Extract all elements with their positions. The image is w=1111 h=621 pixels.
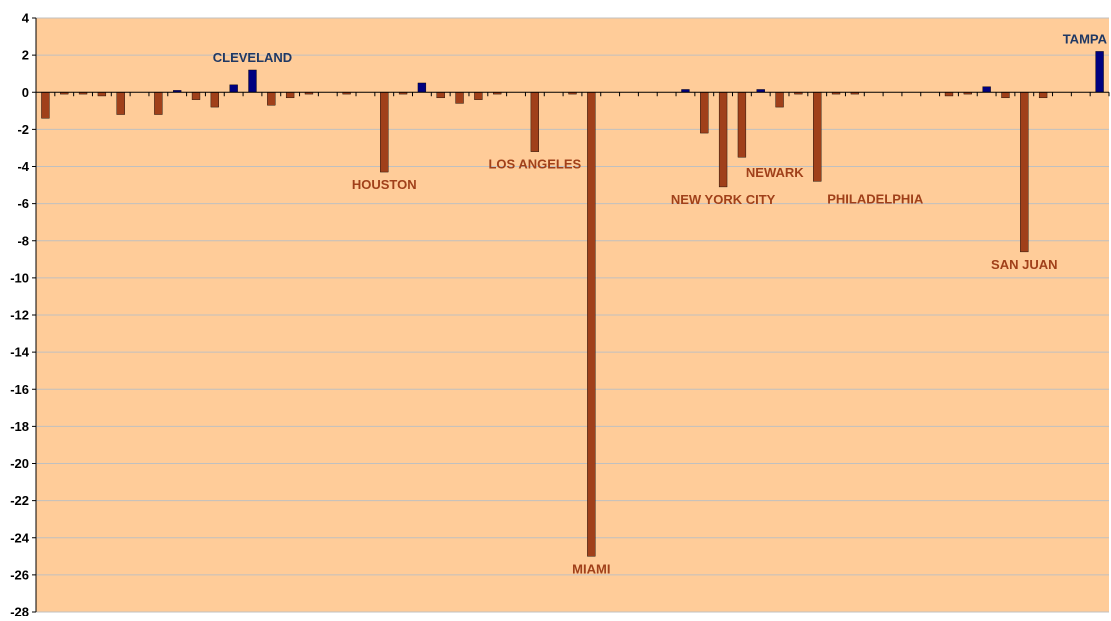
bar [700, 92, 709, 134]
y-tick-label: -26 [10, 567, 29, 582]
bar [436, 92, 445, 99]
bar [97, 92, 107, 97]
annotation-label: MIAMI [572, 561, 610, 576]
bar [737, 92, 747, 158]
y-tick-label: 0 [22, 85, 29, 100]
bar [1001, 92, 1010, 99]
bar [285, 92, 295, 99]
bar [267, 92, 276, 106]
y-tick-label: -10 [10, 270, 29, 285]
y-tick-label: -6 [17, 196, 29, 211]
bar [982, 86, 991, 93]
bar [210, 92, 219, 108]
annotation-label: CLEVELAND [213, 50, 292, 65]
bar [116, 92, 125, 115]
annotation-label: PHILADELPHIA [827, 191, 924, 206]
bar [154, 92, 163, 115]
bar [455, 92, 464, 104]
y-tick-label: -16 [10, 382, 29, 397]
annotation-label: SAN JUAN [991, 257, 1057, 272]
bar [380, 92, 389, 173]
y-tick-label: -12 [10, 308, 29, 323]
bar [41, 92, 50, 119]
bar [1038, 92, 1048, 99]
bar [587, 92, 596, 557]
annotation-label: LOS ANGELES [488, 157, 581, 172]
y-tick-label: -24 [10, 530, 30, 545]
bar [1020, 92, 1029, 253]
bar [417, 82, 427, 93]
bar [191, 92, 201, 100]
y-tick-label: -18 [10, 419, 29, 434]
y-tick-label: -20 [10, 456, 29, 471]
y-tick-label: -14 [10, 345, 30, 360]
annotation-label: NEW YORK CITY [671, 192, 776, 207]
y-tick-label: 2 [22, 48, 29, 63]
bar [718, 92, 728, 188]
y-tick-label: -8 [17, 233, 29, 248]
annotation-label: NEWARK [746, 165, 804, 180]
y-tick-label: -22 [10, 493, 29, 508]
annotation-label: HOUSTON [352, 177, 417, 192]
y-tick-label: -4 [17, 159, 29, 174]
bar [229, 84, 238, 93]
y-tick-label: -28 [10, 605, 29, 617]
y-tick-label: -2 [17, 122, 29, 137]
bar [530, 92, 540, 152]
bar [944, 92, 954, 97]
bar [1095, 51, 1104, 93]
bar [775, 92, 784, 108]
annotation-label: TAMPA [1063, 31, 1108, 46]
bar [474, 92, 483, 100]
bar [813, 92, 822, 182]
bar [248, 69, 257, 93]
y-tick-label: 4 [22, 11, 30, 26]
